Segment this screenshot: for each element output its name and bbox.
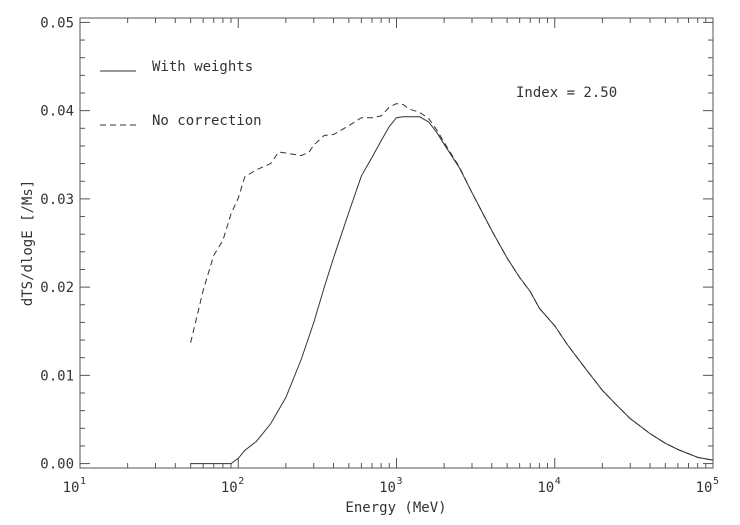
y-tick-labels: 0.00 0.01 0.02 0.03 0.04 0.05 bbox=[40, 15, 74, 472]
x-tick-exponent: 3 bbox=[397, 476, 403, 487]
x-tick-exponent: 5 bbox=[713, 476, 719, 487]
x-tick-exponent: 2 bbox=[238, 476, 244, 487]
x-tick-base: 10 bbox=[379, 480, 396, 496]
x-tick-base: 10 bbox=[696, 480, 713, 496]
y-tick-label: 0.05 bbox=[40, 15, 74, 31]
y-tick-label: 0.03 bbox=[40, 192, 74, 208]
x-tick-labels: 10 1 10 2 10 3 10 4 10 5 bbox=[63, 476, 719, 496]
tick-marks bbox=[79, 18, 714, 468]
y-tick-label: 0.04 bbox=[40, 104, 74, 120]
x-tick-exponent: 1 bbox=[80, 476, 86, 487]
index-annotation: Index = 2.50 bbox=[516, 85, 617, 101]
x-tick-label: 10 3 bbox=[379, 476, 402, 496]
y-axis-title: dTS/dlogE [/Ms] bbox=[20, 180, 36, 306]
x-axis-title: Energy (MeV) bbox=[345, 500, 446, 516]
legend-label: With weights bbox=[152, 59, 253, 75]
series-lines bbox=[190, 103, 714, 465]
x-tick-label: 10 2 bbox=[221, 476, 244, 496]
x-tick-base: 10 bbox=[537, 480, 554, 496]
y-tick-label: 0.02 bbox=[40, 280, 74, 296]
y-tick-label: 0.01 bbox=[40, 368, 74, 384]
legend: With weights No correction bbox=[100, 59, 262, 129]
x-tick-label: 10 4 bbox=[537, 476, 560, 496]
x-tick-label: 10 5 bbox=[696, 476, 719, 496]
x-tick-base: 10 bbox=[221, 480, 238, 496]
legend-label: No correction bbox=[152, 113, 262, 129]
x-tick-label: 10 1 bbox=[63, 476, 86, 496]
series-with-weights bbox=[190, 116, 714, 465]
plot-frame bbox=[79, 17, 714, 469]
series-no-correction bbox=[190, 103, 714, 461]
x-tick-base: 10 bbox=[63, 480, 80, 496]
y-tick-label: 0.00 bbox=[40, 457, 74, 473]
x-tick-exponent: 4 bbox=[555, 476, 561, 487]
